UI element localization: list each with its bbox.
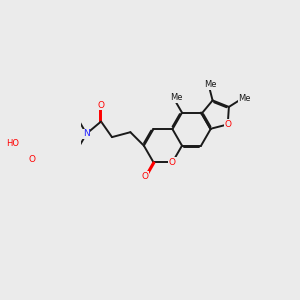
Text: N: N <box>83 129 90 138</box>
Text: Me: Me <box>238 94 251 103</box>
Text: O: O <box>169 158 176 167</box>
Text: O: O <box>28 155 35 164</box>
Text: O: O <box>142 172 149 181</box>
Text: O: O <box>98 101 105 110</box>
Text: Me: Me <box>170 93 183 102</box>
Text: HO: HO <box>7 139 20 148</box>
Text: O: O <box>224 120 231 129</box>
Text: Me: Me <box>205 80 217 89</box>
